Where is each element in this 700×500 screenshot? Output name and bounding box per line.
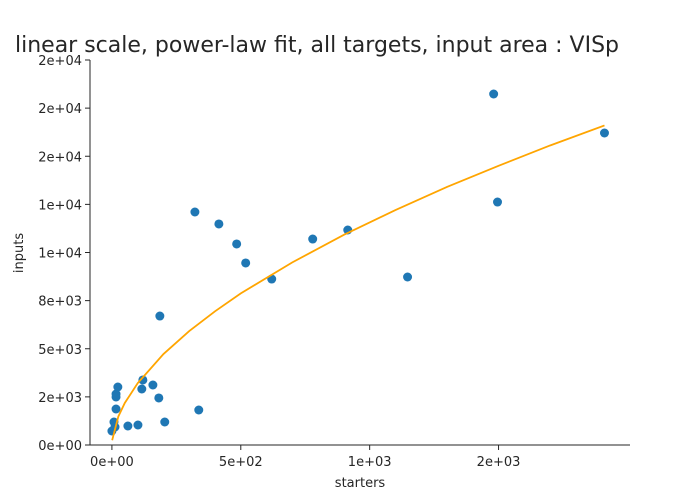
x-tick-label: 2e+03 xyxy=(477,455,521,470)
data-point xyxy=(489,89,499,99)
data-point xyxy=(493,197,503,207)
y-tick-label: 2e+04 xyxy=(38,150,82,165)
data-point xyxy=(599,128,609,138)
fit-line xyxy=(111,124,605,441)
data-point xyxy=(190,207,200,217)
chart-title: linear scale, power-law fit, all targets… xyxy=(15,33,619,58)
y-tick-label: 2e+04 xyxy=(38,54,82,69)
y-tick-label: 2e+04 xyxy=(38,102,82,117)
data-point xyxy=(137,384,147,394)
data-point xyxy=(154,393,164,403)
data-point xyxy=(241,258,251,268)
data-point xyxy=(123,421,133,431)
data-point xyxy=(214,219,224,229)
y-tick-label: 0e+00 xyxy=(38,439,82,454)
data-point xyxy=(111,404,121,414)
y-tick-label: 1e+04 xyxy=(38,247,82,262)
data-point xyxy=(155,311,165,321)
data-point xyxy=(111,389,121,399)
x-axis-label: starters xyxy=(335,476,386,491)
x-tick-label: 5e+02 xyxy=(219,455,263,470)
data-point xyxy=(138,375,148,385)
data-point xyxy=(232,239,242,249)
x-tick-label: 1e+03 xyxy=(348,455,392,470)
data-point xyxy=(133,420,143,430)
x-tick-label: 0e+00 xyxy=(90,455,134,470)
y-tick-label: 2e+03 xyxy=(38,391,82,406)
data-point xyxy=(403,272,413,282)
data-point xyxy=(194,405,204,415)
y-tick-label: 5e+03 xyxy=(38,343,82,358)
data-point xyxy=(308,234,318,244)
data-point xyxy=(160,417,170,427)
y-tick-label: 1e+04 xyxy=(38,198,82,213)
y-tick-label: 8e+03 xyxy=(38,295,82,310)
data-point xyxy=(113,382,123,392)
data-point xyxy=(148,380,158,390)
y-axis-label: inputs xyxy=(12,233,27,273)
